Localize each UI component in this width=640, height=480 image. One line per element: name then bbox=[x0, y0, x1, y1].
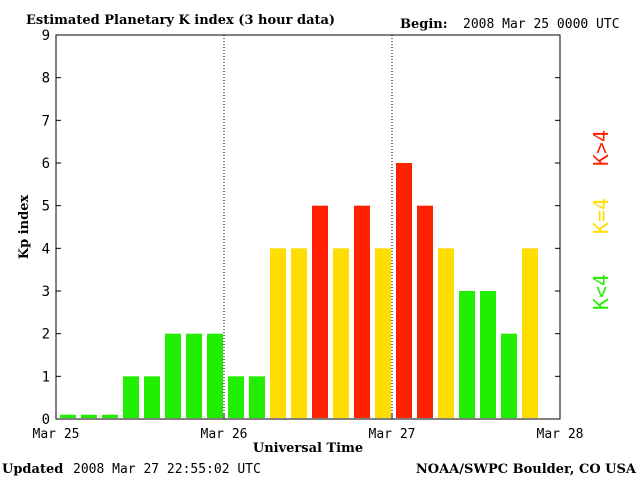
legend-low: K<4 bbox=[589, 274, 613, 310]
updated-label: Updated bbox=[2, 462, 63, 477]
legend-high: K>4 bbox=[589, 130, 613, 166]
plot-frame bbox=[55, 34, 561, 420]
x-tick-label: Mar 28 bbox=[537, 427, 584, 442]
x-tick-label: Mar 26 bbox=[201, 427, 248, 442]
kp-bar bbox=[438, 248, 454, 418]
kp-bar bbox=[186, 333, 202, 418]
y-tick-label: 7 bbox=[42, 113, 50, 129]
legend-equal: K=4 bbox=[589, 198, 613, 234]
y-tick-label: 0 bbox=[42, 412, 50, 428]
x-axis-ticks: Mar 25 Mar 26 Mar 27 Mar 28 bbox=[33, 413, 584, 442]
x-tick-label: Mar 25 bbox=[33, 427, 80, 442]
legend: K>4 K=4 K<4 bbox=[589, 130, 613, 310]
kp-bar bbox=[60, 414, 76, 418]
kp-bar bbox=[501, 333, 517, 418]
bar-series bbox=[60, 163, 538, 418]
x-tick-label: Mar 27 bbox=[369, 427, 416, 442]
kp-bar bbox=[459, 291, 475, 418]
y-tick-label: 3 bbox=[42, 284, 50, 300]
kp-bar bbox=[522, 248, 538, 418]
kp-bar bbox=[249, 376, 265, 418]
y-tick-label: 6 bbox=[42, 156, 50, 172]
kp-bar bbox=[228, 376, 244, 418]
y-tick-label: 1 bbox=[42, 369, 50, 385]
chart-title: Estimated Planetary K index (3 hour data… bbox=[26, 13, 335, 28]
plot-area bbox=[55, 34, 561, 420]
kp-bar bbox=[123, 376, 139, 418]
y-tick-label: 8 bbox=[42, 71, 50, 87]
kp-bar bbox=[354, 205, 370, 418]
kp-bar bbox=[480, 291, 496, 418]
begin-value: 2008 Mar 25 0000 UTC bbox=[463, 17, 620, 32]
kp-bar bbox=[81, 414, 97, 418]
kp-bar bbox=[312, 205, 328, 418]
y-tick-label: 5 bbox=[42, 199, 50, 215]
y-axis-ticks: 0 1 2 3 4 5 6 7 8 9 bbox=[42, 28, 560, 428]
kp-bar bbox=[396, 163, 412, 418]
y-axis-label: Kp index bbox=[17, 195, 32, 260]
y-tick-label: 4 bbox=[42, 241, 50, 257]
kp-bar bbox=[291, 248, 307, 418]
kp-bar bbox=[102, 414, 118, 418]
begin-label: Begin: bbox=[400, 17, 448, 32]
kp-bar bbox=[270, 248, 286, 418]
kp-bar bbox=[165, 333, 181, 418]
updated-value: 2008 Mar 27 22:55:02 UTC bbox=[73, 462, 261, 477]
x-axis-label: Universal Time bbox=[253, 441, 363, 456]
y-tick-label: 2 bbox=[42, 327, 50, 343]
kp-bar bbox=[207, 333, 223, 418]
kp-bar bbox=[417, 205, 433, 418]
kp-bar bbox=[375, 248, 391, 418]
day-dividers bbox=[223, 35, 393, 419]
kp-bar bbox=[144, 376, 160, 418]
y-tick-label: 9 bbox=[42, 28, 50, 44]
source-credit: NOAA/SWPC Boulder, CO USA bbox=[416, 462, 637, 477]
kp-bar bbox=[333, 248, 349, 418]
